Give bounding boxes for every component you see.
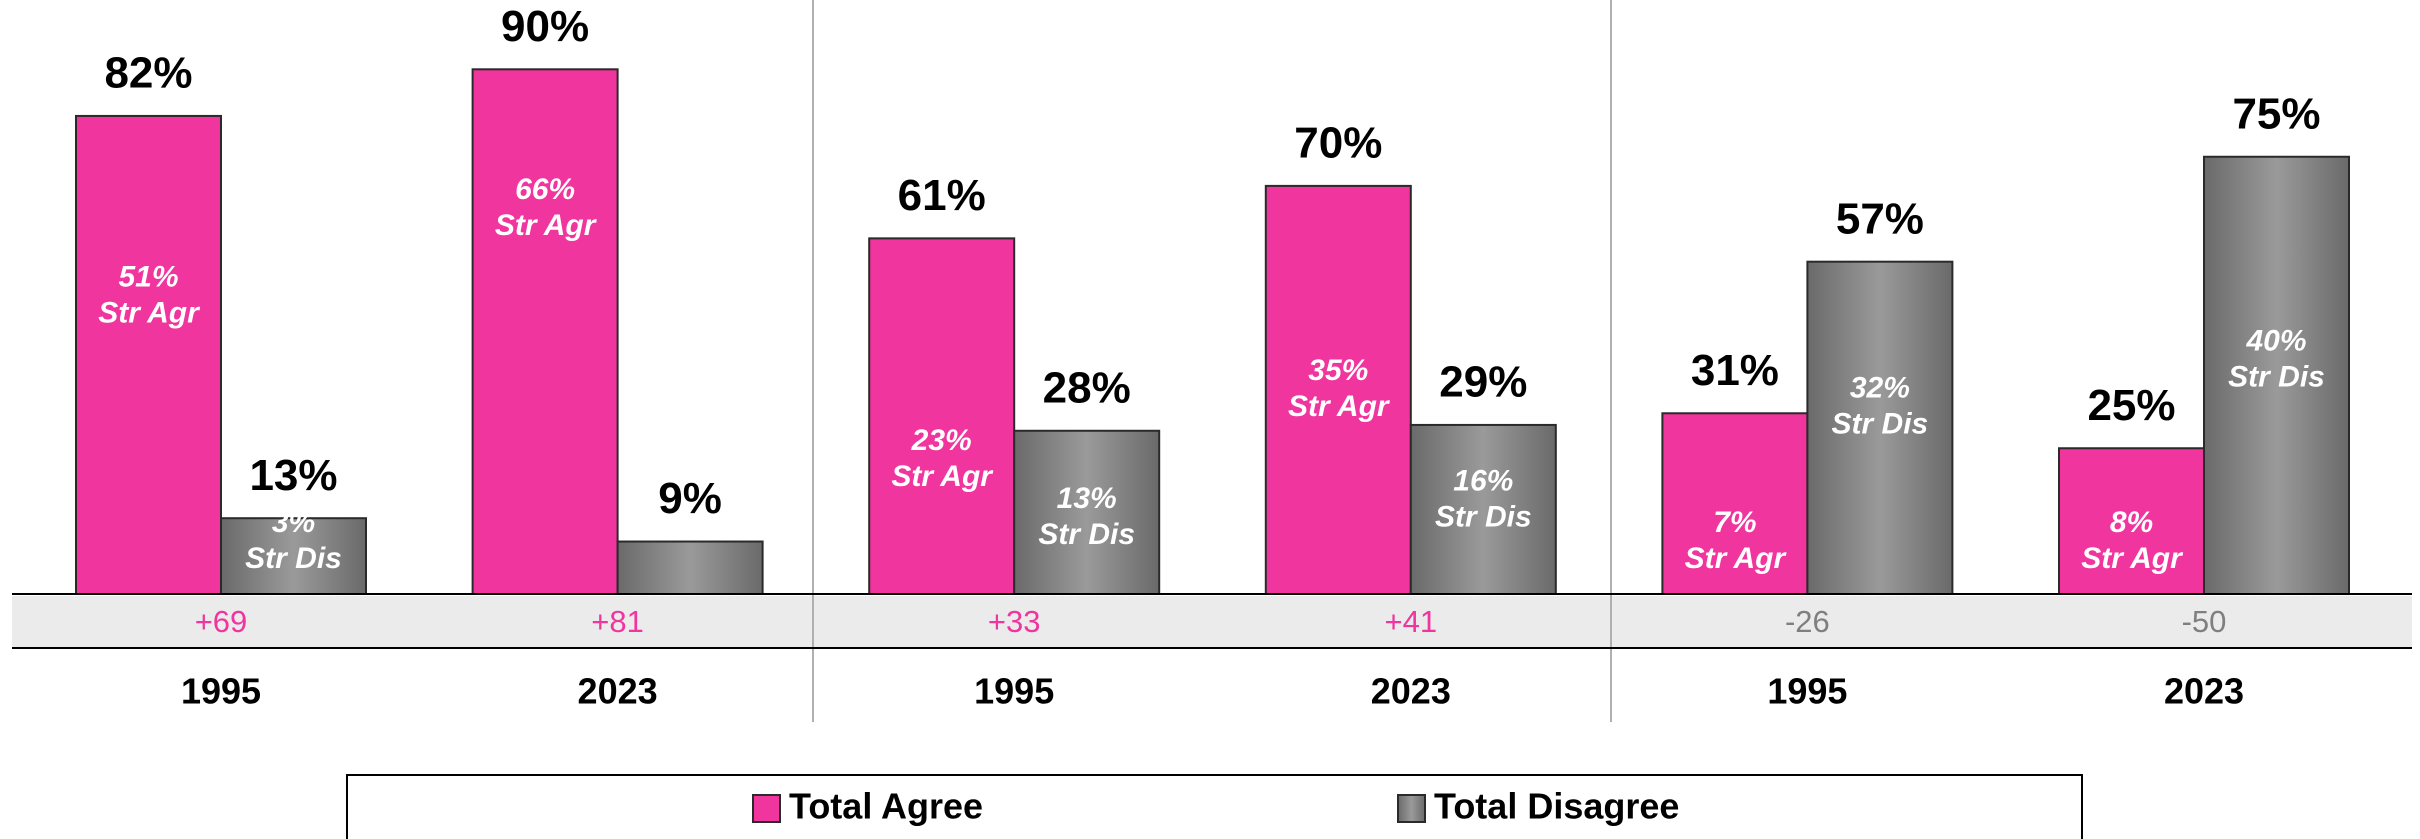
strong-value-label: 32% <box>1850 371 1910 404</box>
legend-swatch <box>1397 794 1426 823</box>
legend-label: Total Disagree <box>1434 786 1679 827</box>
strong-value-label: 35% <box>1308 354 1368 387</box>
bar <box>868 237 1016 595</box>
value-label: 75% <box>2232 89 2320 138</box>
strong-name-label: Str Agr <box>495 209 598 242</box>
value-label: 61% <box>898 171 986 220</box>
net-label: +33 <box>988 604 1041 639</box>
strong-name-label: Str Agr <box>98 297 201 330</box>
value-label: 28% <box>1043 363 1131 412</box>
strong-value-label: 3% <box>272 506 315 539</box>
strong-name-label: Str Agr <box>2081 542 2184 575</box>
bar <box>220 517 367 596</box>
net-band <box>12 596 2412 648</box>
net-label: +69 <box>195 604 248 639</box>
strong-value-label: 7% <box>1713 506 1756 539</box>
x-tick-label: 1995 <box>1767 671 1847 712</box>
net-label: +41 <box>1385 604 1438 639</box>
strong-value-label: 23% <box>911 424 972 457</box>
strong-name-label: Str Dis <box>2228 361 2325 394</box>
value-label: 70% <box>1294 119 1382 168</box>
net-label: -26 <box>1785 604 1830 639</box>
net-label: -50 <box>2182 604 2227 639</box>
value-label: 13% <box>249 451 337 500</box>
x-tick-label: 2023 <box>578 671 658 712</box>
bar <box>616 540 764 596</box>
legend-label: Total Agree <box>789 786 983 827</box>
bar <box>1264 184 1412 595</box>
value-label: 9% <box>658 474 722 523</box>
strong-value-label: 8% <box>2110 506 2153 539</box>
strong-name-label: Str Dis <box>1435 501 1532 534</box>
strong-name-label: Str Agr <box>891 460 994 493</box>
strong-value-label: 51% <box>118 261 178 294</box>
bar <box>2203 155 2350 595</box>
bar <box>1013 429 1161 596</box>
strong-value-label: 13% <box>1057 482 1117 515</box>
strong-value-label: 40% <box>2245 325 2306 358</box>
x-tick-label: 1995 <box>974 671 1054 712</box>
x-tick-label: 2023 <box>1371 671 1451 712</box>
strong-name-label: Str Agr <box>1685 542 1788 575</box>
value-label: 31% <box>1691 346 1779 395</box>
bar <box>471 68 619 596</box>
value-label: 90% <box>501 2 589 51</box>
x-tick-label: 1995 <box>181 671 261 712</box>
bar <box>2058 447 2205 595</box>
strong-value-label: 16% <box>1453 465 1513 498</box>
strong-name-label: Str Dis <box>1038 518 1135 551</box>
strong-name-label: Str Dis <box>245 542 342 575</box>
value-label: 29% <box>1439 358 1527 407</box>
value-label: 25% <box>2087 381 2175 430</box>
bar <box>75 114 222 595</box>
net-label: +81 <box>591 604 644 639</box>
strong-name-label: Str Dis <box>1832 407 1929 440</box>
value-label: 57% <box>1836 194 1924 243</box>
legend-swatch <box>752 794 781 823</box>
value-label: 82% <box>104 49 192 98</box>
legend-box <box>346 774 2083 839</box>
x-tick-label: 2023 <box>2164 671 2244 712</box>
strong-value-label: 66% <box>515 173 575 206</box>
strong-name-label: Str Agr <box>1288 390 1391 423</box>
